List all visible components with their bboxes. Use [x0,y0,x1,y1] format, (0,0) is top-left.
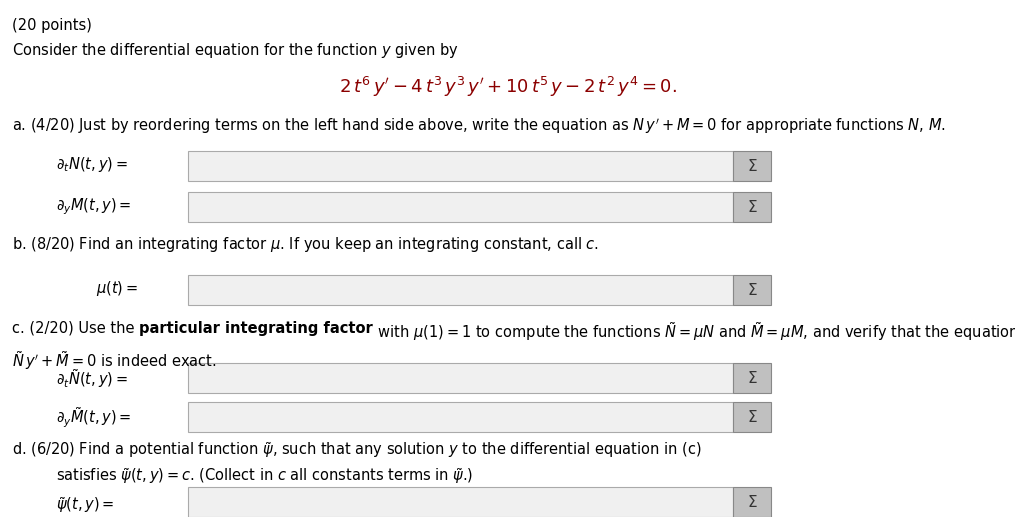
Text: $\tilde{N}\,y' + \tilde{M} = 0$ is indeed exact.: $\tilde{N}\,y' + \tilde{M} = 0$ is indee… [12,349,217,372]
Bar [188,275,733,305]
Bar [733,402,771,432]
Text: with $\mu(1) = 1$ to compute the functions $\tilde{N} = \mu N$ and $\tilde{M} = : with $\mu(1) = 1$ to compute the functio… [374,321,1015,343]
Text: Consider the differential equation for the function $y$ given by: Consider the differential equation for t… [12,41,459,60]
Bar [733,363,771,393]
Text: satisfies $\tilde{\psi}(t, y) = c$. (Collect in $c$ all constants terms in $\til: satisfies $\tilde{\psi}(t, y) = c$. (Col… [56,466,473,486]
Text: $\mu(t) =$: $\mu(t) =$ [96,279,138,298]
Text: $\Sigma$: $\Sigma$ [747,158,757,174]
Text: b. (8/20) Find an integrating factor $\mu$. If you keep an integrating constant,: b. (8/20) Find an integrating factor $\m… [12,235,599,254]
Text: particular integrating factor: particular integrating factor [139,321,374,336]
Text: $2\,t^6\, y' - 4\,t^3\, y^3\, y' + 10\,t^5\, y - 2\,t^2\, y^4 = 0.$: $2\,t^6\, y' - 4\,t^3\, y^3\, y' + 10\,t… [339,75,676,99]
Text: $\Sigma$: $\Sigma$ [747,409,757,424]
Text: $\Sigma$: $\Sigma$ [747,200,757,215]
Bar [188,363,733,393]
Text: $\Sigma$: $\Sigma$ [747,282,757,298]
Text: $\Sigma$: $\Sigma$ [747,494,757,510]
Bar [188,151,733,181]
Bar [733,192,771,222]
Text: $\Sigma$: $\Sigma$ [747,370,757,386]
Bar [733,151,771,181]
Text: a. (4/20) Just by reordering terms on the left hand side above, write the equati: a. (4/20) Just by reordering terms on th… [12,116,946,136]
Text: $\partial_t \tilde{N}(t, y) =$: $\partial_t \tilde{N}(t, y) =$ [56,367,128,390]
Text: $\partial_y M(t, y) =$: $\partial_y M(t, y) =$ [56,196,132,217]
Bar [188,402,733,432]
Bar [188,192,733,222]
Text: d. (6/20) Find a potential function $\tilde{\psi}$, such that any solution $y$ t: d. (6/20) Find a potential function $\ti… [12,440,701,460]
Text: $\partial_t N(t, y) =$: $\partial_t N(t, y) =$ [56,155,128,174]
Text: (20 points): (20 points) [12,18,92,33]
Bar [188,487,733,517]
Bar [733,275,771,305]
Bar [733,487,771,517]
Text: $\partial_y \tilde{M}(t, y) =$: $\partial_y \tilde{M}(t, y) =$ [56,406,132,430]
Text: $\tilde{\psi}(t, y) =$: $\tilde{\psi}(t, y) =$ [56,495,115,514]
Text: c. (2/20) Use the: c. (2/20) Use the [12,321,139,336]
